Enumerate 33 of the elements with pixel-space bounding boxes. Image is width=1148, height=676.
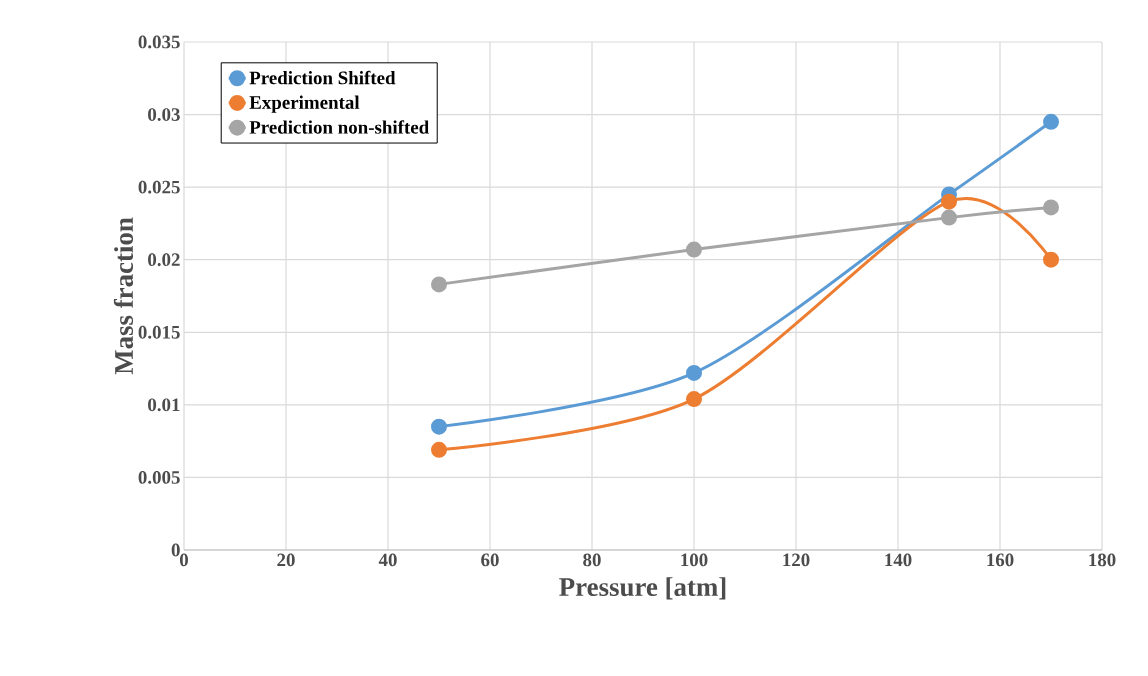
point [1043, 199, 1060, 216]
y-axis-title: Mass fraction [113, 217, 134, 375]
point [1043, 113, 1060, 130]
point [431, 441, 447, 458]
legend-label: Prediction non-shifted [249, 120, 429, 134]
x-tick-label: 80 [583, 553, 601, 567]
x-tick-label: 40 [378, 553, 397, 567]
x-tick-label: 20 [277, 553, 295, 567]
point [686, 364, 703, 381]
point [686, 391, 703, 408]
x-tick-label: 60 [481, 553, 499, 567]
legend-label: Experimental [249, 95, 360, 113]
x-tick-label: 160 [987, 553, 1014, 567]
legend-label: Prediction Shifted [249, 70, 396, 85]
y-tick-label: 0.005 [138, 471, 180, 484]
x-tick-label: 180 [1089, 553, 1116, 567]
point [686, 241, 703, 258]
y-tick-label: 0.035 [138, 35, 180, 49]
x-axis-title: Pressure [atm] [559, 577, 726, 600]
y-tick-label: 0.025 [138, 180, 180, 194]
point [941, 209, 958, 226]
point [431, 418, 447, 435]
y-tick-label: 0.01 [148, 398, 180, 412]
y-tick-label: 0.015 [138, 325, 180, 339]
x-tick-label: 100 [681, 553, 708, 567]
point [431, 276, 447, 293]
point [941, 193, 958, 210]
x-tick-label: 140 [885, 553, 912, 567]
y-tick-label: 0.03 [148, 108, 180, 121]
y-tick-label: 0 [171, 543, 180, 557]
x-tick-label: 120 [783, 553, 810, 567]
point [1043, 251, 1060, 268]
y-tick-label: 0.02 [148, 253, 180, 267]
